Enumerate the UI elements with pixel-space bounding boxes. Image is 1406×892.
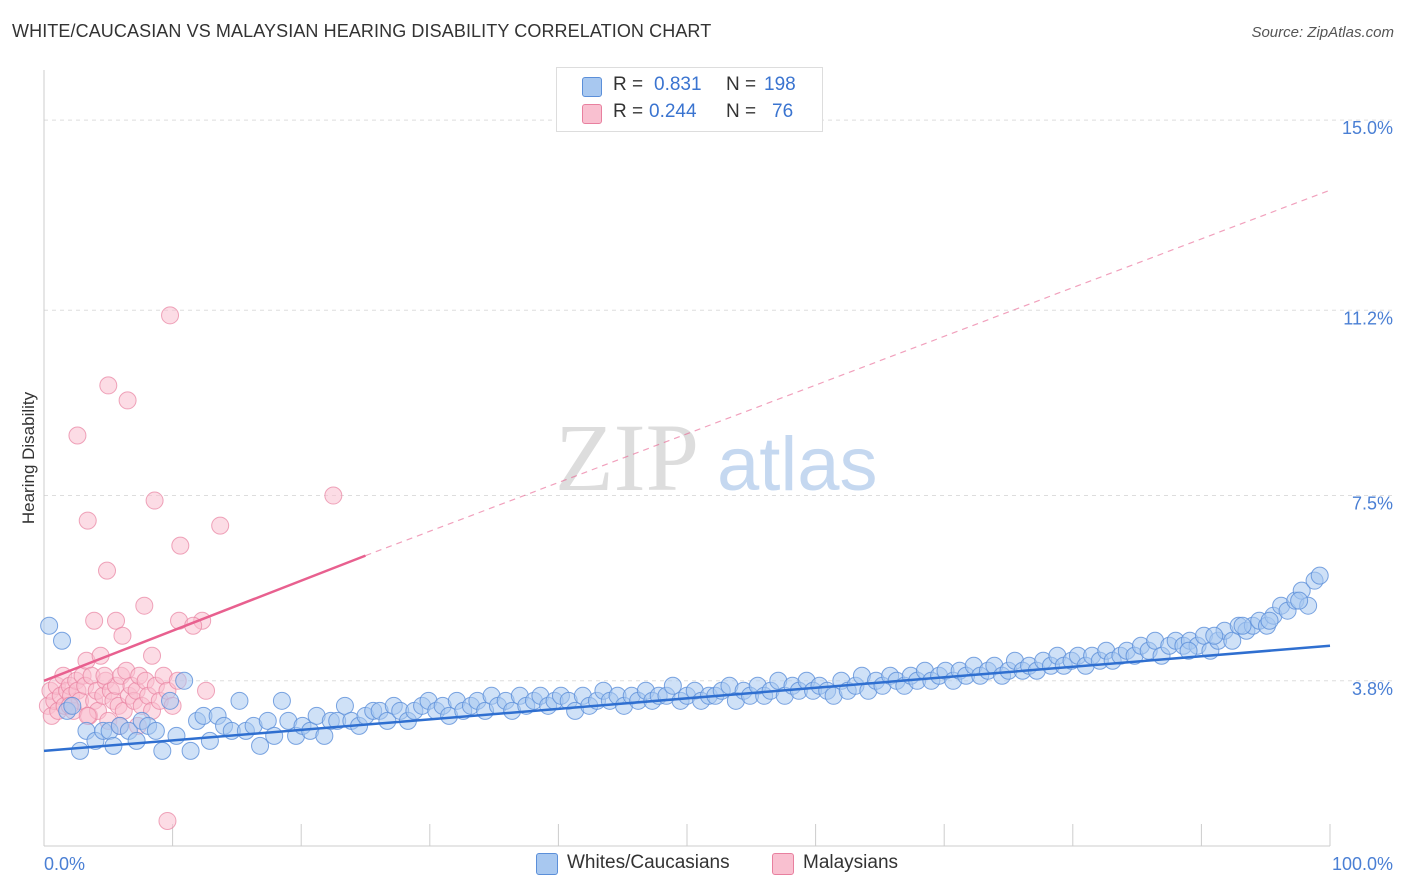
malaysian-point <box>78 511 97 530</box>
watermark: ZIP atlas <box>555 404 878 511</box>
white-points <box>40 566 1329 760</box>
white-point <box>315 726 334 745</box>
chart-title: WHITE/CAUCASIAN VS MALAYSIAN HEARING DIS… <box>12 21 712 41</box>
gridlines <box>44 119 1393 682</box>
white-point <box>167 726 186 745</box>
white-point <box>53 631 72 650</box>
white-point <box>71 741 90 760</box>
malaysian-point <box>324 486 343 505</box>
white-point <box>200 731 219 750</box>
white-point <box>272 691 291 710</box>
white-point <box>181 741 200 760</box>
white-point <box>663 676 682 695</box>
legend-r-value: 0.244 <box>649 101 697 122</box>
y-tick-label: 11.2% <box>1343 308 1393 328</box>
white-point <box>1233 616 1252 635</box>
white-point <box>1223 631 1242 650</box>
white-point <box>1310 566 1329 585</box>
y-tick-label: 7.5% <box>1352 494 1393 514</box>
malaysian-points <box>38 306 343 830</box>
white-point <box>1205 626 1224 645</box>
x-tick-label-max: 100.0% <box>1332 854 1393 874</box>
legend-r-label: R = <box>613 101 644 122</box>
white-point <box>335 696 354 715</box>
malaysian-point <box>95 666 114 685</box>
malaysian-point <box>145 491 164 510</box>
malaysian-point <box>135 596 154 615</box>
malaysian-point <box>197 681 216 700</box>
legend-n-label: N = <box>726 101 757 122</box>
white-point <box>153 741 172 760</box>
white-point <box>175 671 194 690</box>
watermark-atlas: atlas <box>717 422 878 507</box>
legend-n-label: N = <box>726 74 757 95</box>
legend-r-value: 0.831 <box>654 74 702 95</box>
white-trend-line <box>43 644 1331 753</box>
x-tick-label-min: 0.0% <box>44 854 85 874</box>
malaysian-point <box>158 811 177 830</box>
legend-swatch-whites <box>582 77 602 97</box>
white-point <box>127 731 146 750</box>
y-axis-title: Hearing Disability <box>19 391 38 524</box>
white-point <box>146 721 165 740</box>
y-tick-labels: 3.8% 7.5% 11.2% 15.0% <box>1342 118 1393 699</box>
x-ticks <box>172 824 1331 846</box>
white-point <box>378 711 397 730</box>
malaysian-point <box>85 611 104 630</box>
legend-n-value: 76 <box>772 101 794 122</box>
white-point <box>265 726 284 745</box>
malaysian-point <box>107 611 126 630</box>
trend-lines <box>43 189 1331 753</box>
malaysian-point <box>78 706 97 725</box>
white-point <box>40 616 59 635</box>
white-point <box>161 691 180 710</box>
malaysian-point <box>171 536 190 555</box>
white-point <box>1260 611 1279 630</box>
malaysian-point <box>143 646 162 665</box>
malaysian-trend-line <box>43 554 366 682</box>
y-tick-label: 3.8% <box>1352 679 1393 699</box>
malaysian-point <box>68 426 87 445</box>
malaysian-point <box>99 376 118 395</box>
bottom-legend-swatch-whites <box>536 853 558 875</box>
source-credit: Source: ZipAtlas.com <box>1251 24 1394 41</box>
malaysian-point <box>161 306 180 325</box>
white-point <box>1290 591 1309 610</box>
bottom-legend-label-malaysians: Malaysians <box>803 852 899 873</box>
malaysian-point <box>118 391 137 410</box>
legend-n-value: 198 <box>764 74 796 95</box>
bottom-legend-label-whites: Whites/Caucasians <box>567 852 730 873</box>
malaysian-point <box>113 626 132 645</box>
malaysian-trend-extension <box>365 189 1331 557</box>
correlation-legend: R = 0.831 N = 198 R = 0.244 N = 76 <box>556 67 823 132</box>
white-point <box>230 691 249 710</box>
y-tick-label: 15.0% <box>1342 118 1393 138</box>
white-point <box>1179 641 1198 660</box>
legend-r-label: R = <box>613 74 644 95</box>
malaysian-point <box>211 516 230 535</box>
white-point <box>63 696 82 715</box>
white-point <box>258 711 277 730</box>
bottom-legend-swatch-malaysians <box>772 853 794 875</box>
white-point <box>251 736 270 755</box>
watermark-zip: ZIP <box>555 404 699 511</box>
legend-swatch-malaysians <box>582 104 602 124</box>
malaysian-point <box>98 561 117 580</box>
